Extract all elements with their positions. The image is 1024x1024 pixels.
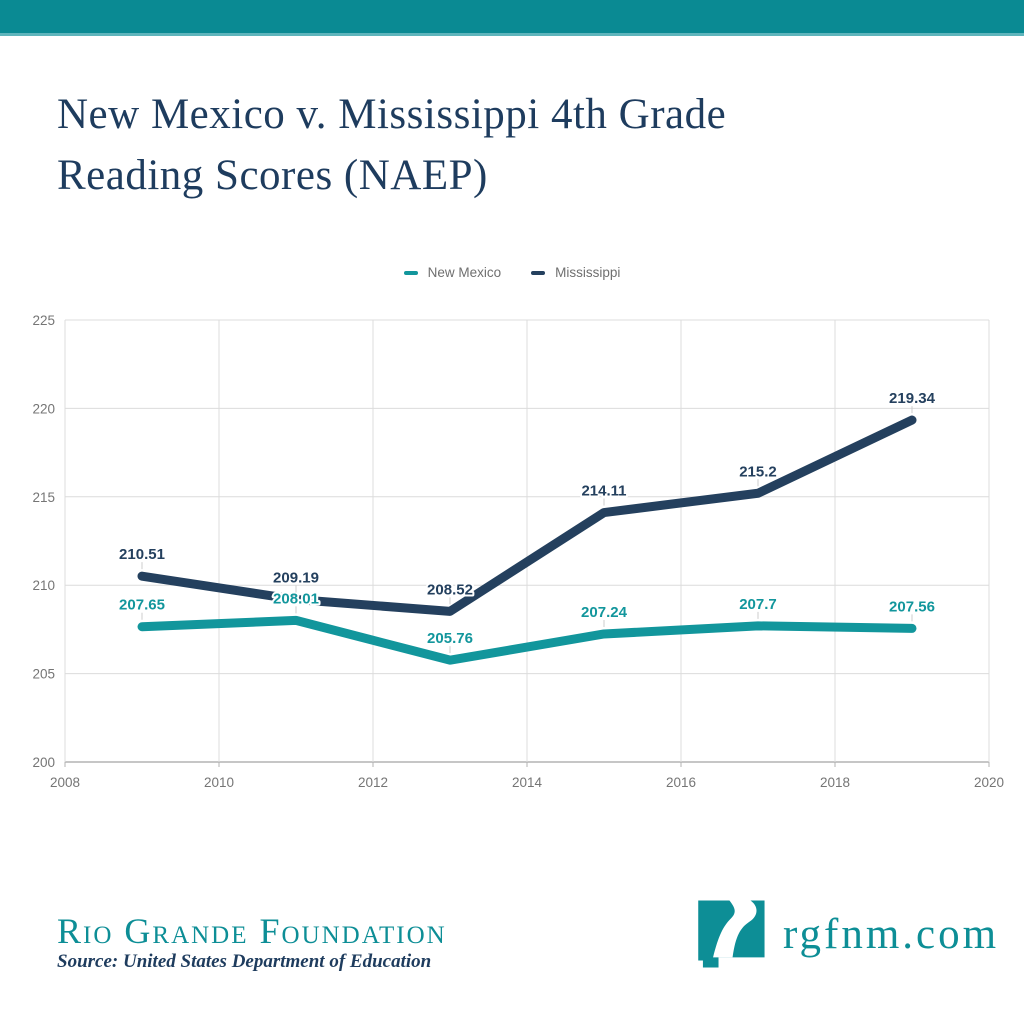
data-label-new-mexico: 205.76 — [427, 630, 473, 647]
page-title-line2: Reading Scores (NAEP) — [57, 152, 488, 199]
source-attribution: Source: United States Department of Educ… — [57, 951, 432, 972]
river-shape — [713, 900, 757, 958]
data-label-new-mexico: 207.7 — [739, 596, 777, 613]
x-tick-label: 2016 — [666, 775, 696, 790]
chart-legend: New Mexico Mississippi — [0, 265, 1024, 280]
page-title-line1: New Mexico v. Mississippi 4th Grade — [57, 91, 727, 138]
x-tick-label: 2010 — [204, 775, 234, 790]
new-mexico-state-with-river-icon — [698, 900, 765, 968]
x-tick-label: 2008 — [50, 775, 80, 790]
brand-mark: rgfnm.com — [692, 894, 999, 974]
data-label-mississippi: 210.51 — [119, 546, 165, 563]
website-url: rgfnm.com — [783, 910, 1000, 958]
series-line-new-mexico — [137, 615, 917, 665]
data-label-mississippi: 208.52 — [427, 581, 473, 598]
data-label-mississippi: 219.34 — [889, 390, 936, 407]
y-tick-label: 220 — [32, 401, 55, 416]
legend-item-mississippi: Mississippi — [531, 265, 620, 280]
x-tick-label: 2012 — [358, 775, 388, 790]
data-label-mississippi: 215.2 — [739, 463, 777, 480]
y-tick-label: 225 — [32, 313, 55, 328]
legend-item-new-mexico: New Mexico — [403, 265, 502, 280]
y-tick-label: 205 — [32, 667, 55, 682]
x-tick-label: 2018 — [820, 775, 850, 790]
legend-label: Mississippi — [555, 265, 621, 280]
page-title: New Mexico v. Mississippi 4th Grade Read… — [57, 84, 917, 206]
series-line-mississippi — [137, 415, 917, 616]
data-label-mississippi: 214.11 — [581, 483, 626, 500]
legend-label: New Mexico — [427, 265, 502, 280]
data-label-new-mexico: 207.65 — [119, 597, 165, 614]
y-tick-label: 215 — [32, 490, 55, 505]
data-label-new-mexico: 208.01 — [273, 590, 319, 607]
x-tick-label: 2014 — [512, 775, 543, 790]
x-tick-label: 2020 — [974, 775, 1004, 790]
data-label-mississippi: 209.19 — [273, 570, 319, 587]
data-label-new-mexico: 207.56 — [889, 598, 935, 615]
y-tick-label: 210 — [32, 578, 55, 593]
legend-dash-icon — [531, 270, 546, 275]
data-label-new-mexico: 207.24 — [581, 604, 628, 621]
legend-dash-icon — [403, 270, 418, 275]
top-accent-bar — [0, 0, 1024, 36]
organization-name: Rio Grande Foundation — [57, 911, 447, 951]
y-tick-label: 200 — [32, 755, 55, 770]
